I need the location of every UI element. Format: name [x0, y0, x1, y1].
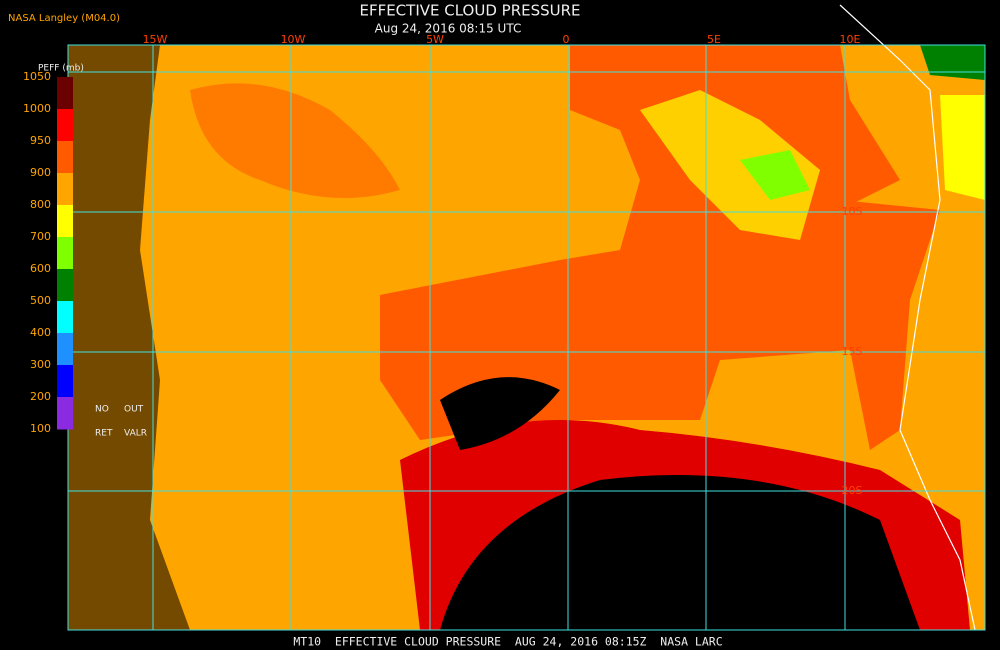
source-label: NASA Langley (M04.0)	[8, 13, 120, 24]
clear-area	[68, 45, 190, 630]
cloud-patch	[740, 150, 810, 200]
colorbar-bin	[57, 173, 73, 206]
coastline	[839, 4, 976, 631]
footer: MT10 EFFECTIVE CLOUD PRESSURE AUG 24, 20…	[293, 635, 722, 649]
cloud-patch	[940, 95, 985, 200]
clear-area	[440, 377, 560, 450]
longitude-label: 0	[563, 33, 570, 46]
colorbar-bin	[57, 269, 73, 302]
colorbar-note: RET	[95, 429, 113, 439]
colorbar-label: 100	[30, 422, 51, 435]
colorbar-label: 800	[30, 198, 51, 211]
graticule	[67, 44, 986, 631]
colorbar-bin	[57, 397, 73, 430]
subtitle: Aug 24, 2016 08:15 UTC	[375, 22, 522, 36]
clear-area	[440, 475, 920, 630]
colorbar-bin	[57, 77, 73, 110]
colorbar-bin	[57, 141, 73, 174]
labels: 15W 10W 5W 0 5E 10E 10S 15S 20S 1050 1000 950 900 800…	[23, 33, 863, 497]
latitude-label: 10S	[842, 205, 863, 218]
longitude-label: 15W	[143, 33, 168, 46]
latitude-label: 15S	[842, 345, 863, 358]
colorbar-bin	[57, 237, 73, 270]
cloud-patch	[190, 83, 400, 198]
imagery	[68, 4, 985, 631]
title: EFFECTIVE CLOUD PRESSURE	[359, 2, 580, 20]
colorbar-label: 900	[30, 166, 51, 179]
colorbar-label: 200	[30, 390, 51, 403]
longitude-label: 5W	[426, 33, 444, 46]
colorbar-bin	[57, 365, 73, 398]
colorbar-label: 500	[30, 294, 51, 307]
colorbar-bin	[57, 301, 73, 334]
longitude-label: 10W	[281, 33, 306, 46]
colorbar-label: 300	[30, 358, 51, 371]
latitude-label: 20S	[842, 484, 863, 497]
colorbar-title: PEFF (mb)	[38, 64, 84, 74]
colorbar-label: 1000	[23, 102, 51, 115]
colorbar-label: 950	[30, 134, 51, 147]
longitude-label: 10E	[840, 33, 861, 46]
colorbar-note: NO	[95, 405, 109, 415]
colorbar-bin	[57, 109, 73, 142]
colorbar-bin	[57, 333, 73, 366]
cloud-patch	[640, 90, 820, 240]
colorbar-note: VALR	[124, 429, 147, 439]
colorbar-label: 700	[30, 230, 51, 243]
colorbar-label: 600	[30, 262, 51, 275]
longitude-label: 5E	[707, 33, 721, 46]
colorbar-label: 400	[30, 326, 51, 339]
colorbar-label: 1050	[23, 70, 51, 83]
colorbar-bin	[57, 205, 73, 238]
colorbar-note: OUT	[124, 405, 144, 415]
cloud-patch	[920, 45, 985, 80]
